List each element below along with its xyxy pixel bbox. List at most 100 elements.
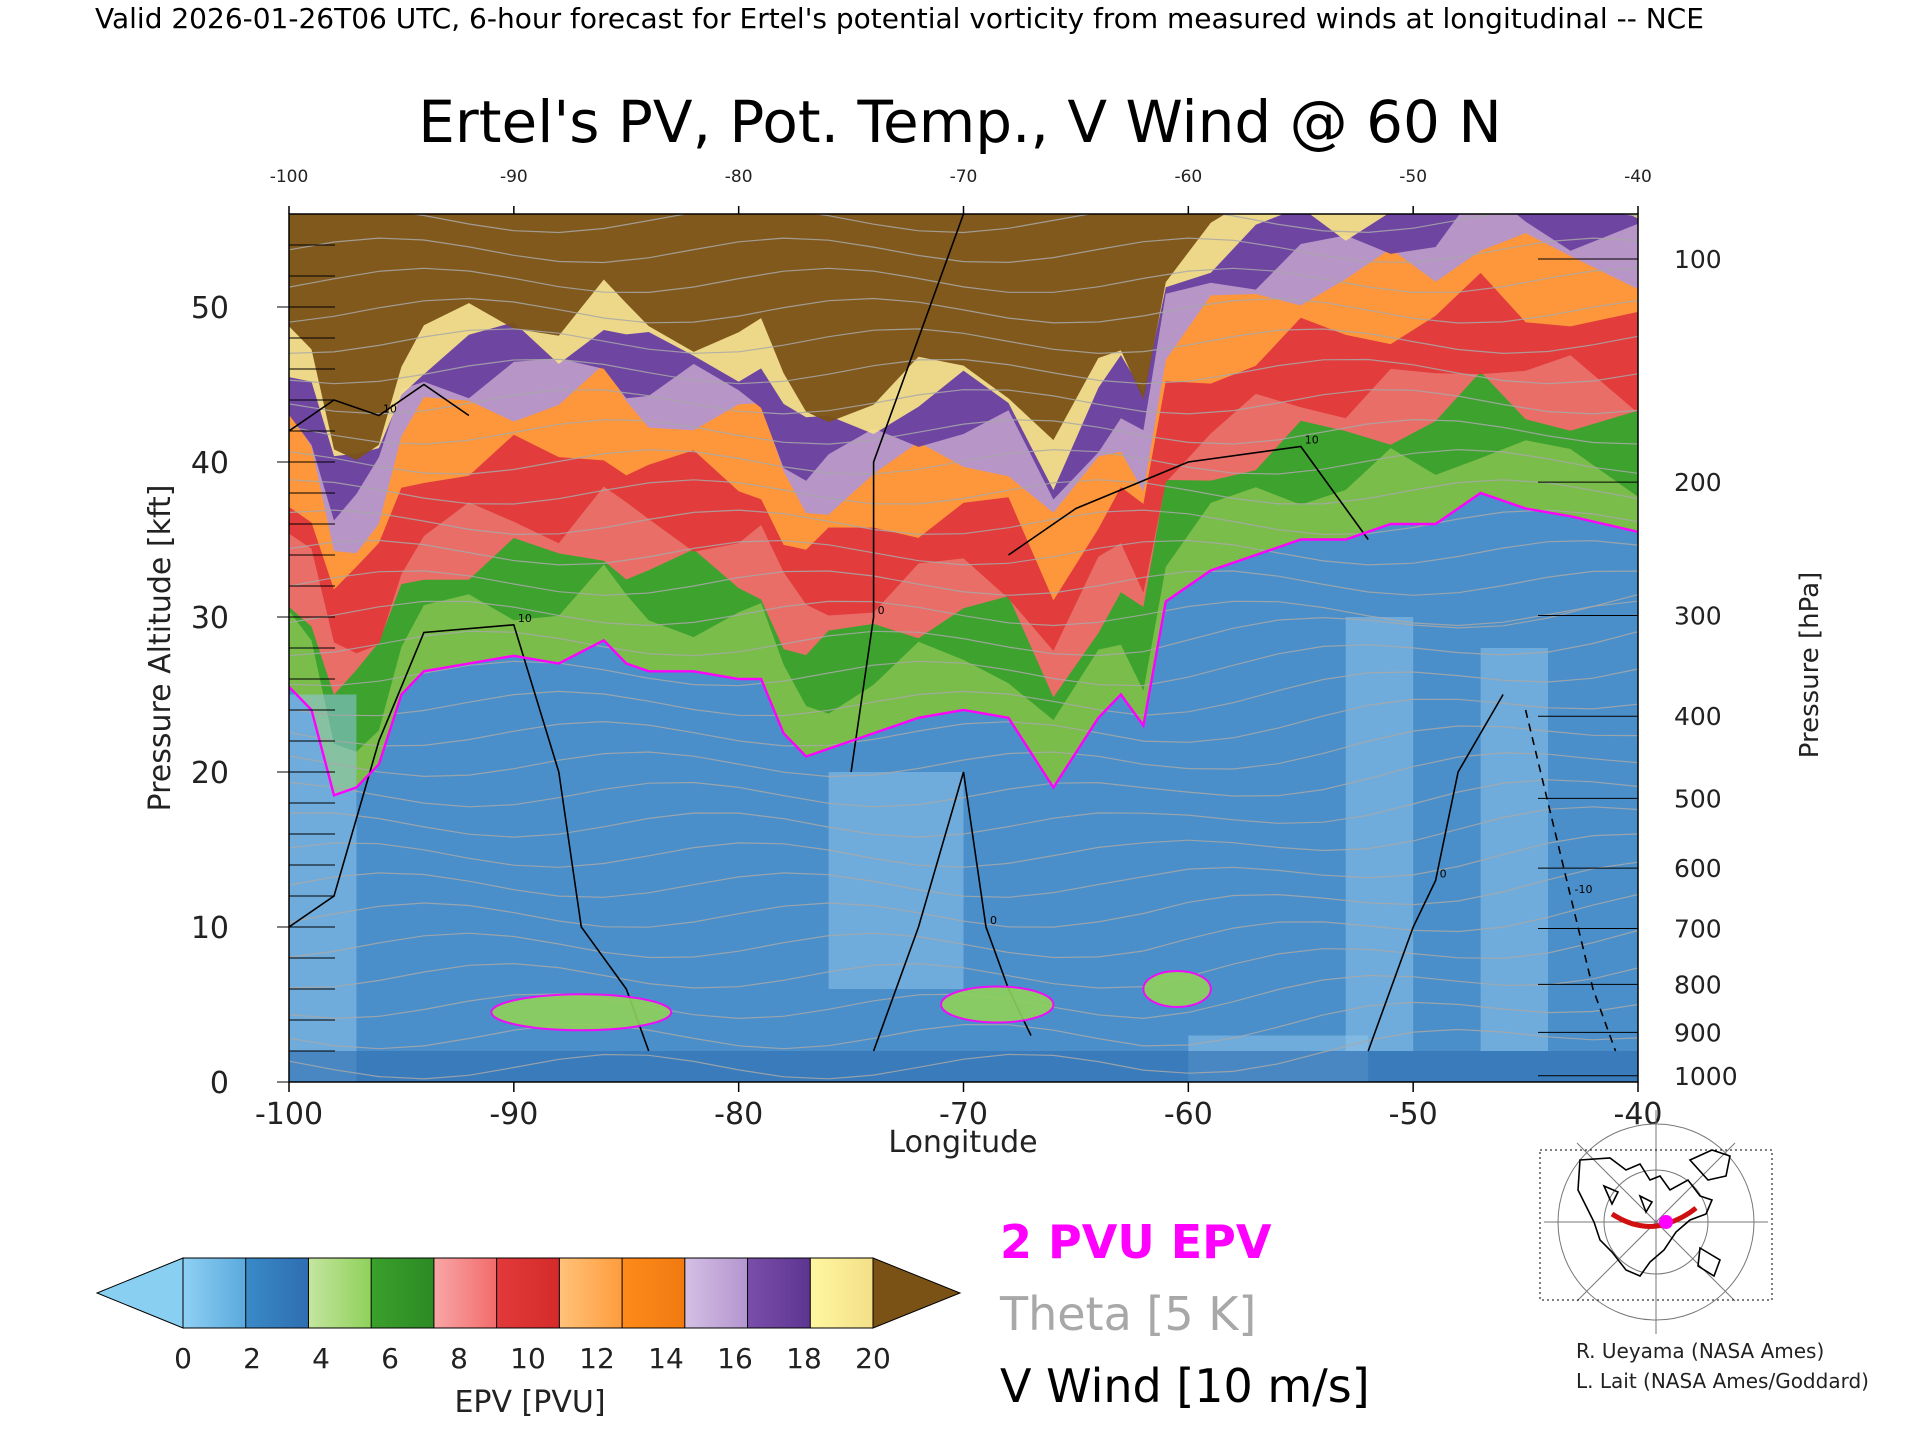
x-tick-label-top: -40 [1624, 167, 1652, 187]
theta-contour-22 [289, 418, 1638, 445]
colorbar-segment [433, 1258, 498, 1328]
colorbar-tick-label: 14 [648, 1342, 684, 1375]
y-tick-label: 40 [191, 446, 229, 481]
v-wind-contour-2 [289, 623, 650, 1052]
pressure-tick-label: 1000 [1674, 1062, 1738, 1091]
x-tick-label: -50 [1389, 1097, 1438, 1132]
colorbar-over-arrow [872, 1257, 962, 1329]
theta-contour-13 [289, 668, 1638, 717]
epv-low-blob-3 [1142, 970, 1212, 1008]
x-tick-label-top: -70 [950, 167, 978, 187]
theta-contour-21 [289, 448, 1638, 475]
coastline-icon [1577, 1149, 1731, 1278]
x-tick-label: -100 [255, 1097, 323, 1132]
v-wind-label-4: 10 [1305, 434, 1319, 447]
pressure-tick-label: 800 [1674, 970, 1722, 999]
colorbar-segment [245, 1258, 309, 1328]
colorbar-label: EPV [PVU] [454, 1385, 605, 1420]
light-epv-patch-3 [1345, 617, 1414, 1051]
v-wind-label-1: 10 [383, 403, 397, 416]
theta-contour-9 [289, 779, 1638, 838]
colorbar-tick-label: 4 [312, 1342, 330, 1375]
pressure-tick-label: 300 [1674, 601, 1722, 630]
credit-line-2: L. Lait (NASA Ames/Goddard) [1576, 1369, 1869, 1393]
colorbar-tick-label: 16 [717, 1342, 753, 1375]
legend-v-wind: V Wind [10 m/s] [1000, 1359, 1370, 1413]
colorbar-tick-label: 2 [243, 1342, 261, 1375]
colorbar-tick-label: 10 [510, 1342, 546, 1375]
chart-title: Ertel's PV, Pot. Temp., V Wind @ 60 N [418, 88, 1501, 156]
theta-contour-28 [289, 237, 1638, 264]
pressure-tick-label: 400 [1674, 702, 1722, 731]
x-tick-label: -80 [714, 1097, 763, 1132]
colorbar-segment [747, 1258, 811, 1328]
pressure-tick-label: 100 [1674, 245, 1722, 274]
pressure-tick-label: 500 [1674, 784, 1722, 813]
v-wind-contour-7 [1524, 709, 1617, 1052]
x-tick-label: -60 [1164, 1097, 1213, 1132]
theta-contour-17 [289, 570, 1638, 596]
theta-contour-29 [408, 214, 1638, 234]
inset-map [1539, 1110, 1773, 1334]
theta-contour-10 [289, 752, 1638, 808]
epv-2pvu-line [289, 491, 1638, 797]
theta-contour-16 [289, 600, 1638, 627]
colorbar-tick-label: 12 [579, 1342, 615, 1375]
theta-contour-14 [289, 631, 1638, 687]
v-wind-label-3: 0 [990, 914, 997, 927]
x-tick-label: -40 [1614, 1097, 1663, 1132]
theta-contour-4 [289, 929, 1638, 989]
colorbar-tick-label: 18 [786, 1342, 822, 1375]
theta-contour-8 [289, 806, 1638, 868]
light-epv-patch-2 [828, 772, 964, 989]
theta-contour-6 [289, 861, 1638, 928]
x-tick-label-top: -90 [500, 167, 528, 187]
y-axis-label-left: Pressure Altitude [kft] [143, 485, 178, 812]
theta-contour-23 [289, 389, 1638, 415]
x-tick-label: -70 [939, 1097, 988, 1132]
x-tick-label-top: -50 [1399, 167, 1427, 187]
v-wind-label-7: -10 [1575, 883, 1593, 896]
colorbar-segment [622, 1258, 686, 1328]
x-tick-label-top: -60 [1174, 167, 1202, 187]
theta-contour-2 [289, 1001, 1638, 1050]
colorbar-segment [559, 1258, 623, 1328]
inset-map-frame [1539, 1149, 1773, 1301]
theta-contour-15 [289, 594, 1638, 657]
colorbar-segment [684, 1258, 749, 1328]
y-tick-label: 30 [191, 601, 229, 636]
theta-contour-25 [289, 328, 1638, 355]
location-marker-icon [1659, 1215, 1673, 1229]
legend-epv-2pvu: 2 PVU EPV [1000, 1215, 1272, 1269]
colorbar-tick-label: 20 [855, 1342, 891, 1375]
pressure-tick-label: 900 [1674, 1018, 1722, 1047]
colorbar-segment [183, 1258, 247, 1328]
epv-band-9 [289, 214, 1226, 460]
credit-line-1: R. Ueyama (NASA Ames) [1576, 1339, 1824, 1363]
v-wind-contour-4 [1008, 445, 1369, 556]
theta-contour-24 [289, 358, 1638, 385]
theta-contour-20 [289, 479, 1638, 505]
theta-contour-7 [289, 833, 1638, 898]
axes: -100-100-90-90-80-80-70-70-60-60-50-50-4… [191, 167, 1738, 1132]
theta-contour-18 [289, 539, 1638, 566]
colorbar-segment [308, 1258, 372, 1328]
theta-contour-27 [289, 267, 1638, 294]
epv-2pvu-contour [289, 491, 1638, 1032]
x-tick-label-top: -80 [725, 167, 753, 187]
pressure-tick-label: 600 [1674, 854, 1722, 883]
epv-low-blob-2 [940, 985, 1055, 1024]
y-axis-label-right: Pressure [hPa] [1795, 572, 1825, 759]
colorbar-tick-label: 0 [174, 1342, 192, 1375]
v-wind-label-5: 0 [878, 604, 885, 617]
v-wind-label-2: 10 [518, 612, 532, 625]
y-tick-label: 10 [191, 911, 229, 946]
v-wind-contour-6 [1367, 694, 1504, 1052]
x-tick-label-top: -100 [270, 167, 309, 187]
valid-header: Valid 2026-01-26T06 UTC, 6-hour forecast… [95, 2, 1704, 35]
boundary-layer-band [289, 1051, 1638, 1082]
theta-contour-11 [289, 725, 1638, 778]
colorbar-segment [810, 1258, 874, 1328]
